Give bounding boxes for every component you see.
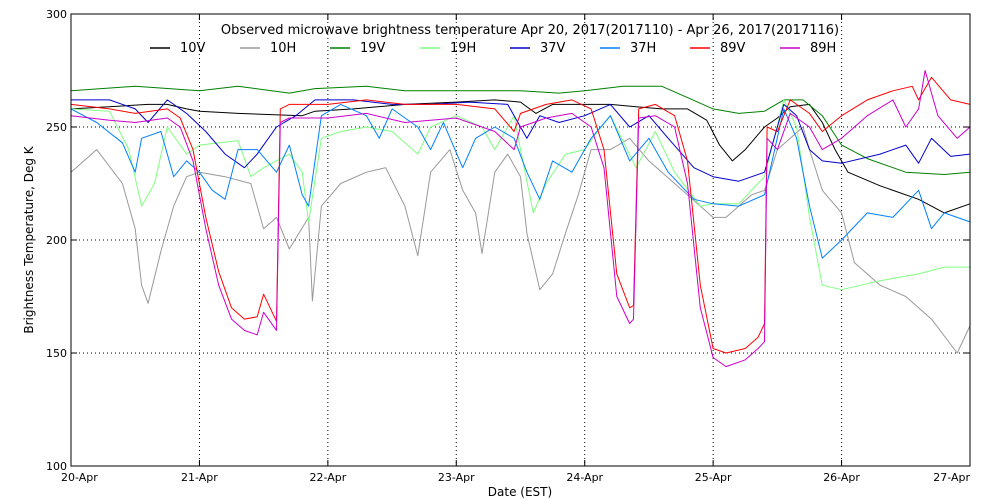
series-line-89v <box>70 76 971 354</box>
y-axis-label: Brightness Temperature, Deg K <box>22 145 36 333</box>
legend-label-89h: 89H <box>810 41 836 56</box>
legend-label-10h: 10H <box>270 41 296 56</box>
x-tick-label: 27-Apr <box>933 471 970 484</box>
legend-label-37v: 37V <box>540 41 566 56</box>
x-tick-label: 24-Apr <box>566 471 603 484</box>
y-tick-label: 300 <box>46 8 67 21</box>
legend-label-89v: 89V <box>720 41 746 56</box>
x-tick-label: 22-Apr <box>309 471 346 484</box>
x-tick-label: 23-Apr <box>438 471 475 484</box>
legend: 10V 10H 19V 19H 37V 37H 89V 89H <box>150 41 836 56</box>
series-line-10h <box>70 126 971 354</box>
axis-ticks: 100 150 200 250 300 20-Apr 21-Apr 22-Apr 23-Apr 2… <box>46 8 971 484</box>
chart-title: Observed microwave brightness temperatur… <box>221 23 839 38</box>
y-tick-label: 100 <box>46 460 67 473</box>
x-tick-label: 20-Apr <box>61 471 98 484</box>
legend-label-37h: 37H <box>630 41 656 56</box>
series-line-37v <box>71 99 971 182</box>
series-line-37h <box>70 103 971 259</box>
x-tick-label: 25-Apr <box>695 471 732 484</box>
y-tick-label: 200 <box>46 234 67 247</box>
y-tick-label: 150 <box>46 347 67 360</box>
y-tick-label: 250 <box>46 121 67 134</box>
series-line-89h <box>70 70 971 368</box>
series-layer <box>70 70 971 368</box>
legend-label-10v: 10V <box>180 41 206 56</box>
series-line-10v <box>70 99 971 214</box>
grid-lines <box>71 14 970 466</box>
x-tick-label: 21-Apr <box>181 471 218 484</box>
legend-label-19h: 19H <box>450 41 476 56</box>
x-tick-label: 26-Apr <box>823 471 860 484</box>
x-axis-label: Date (EST) <box>488 485 552 499</box>
legend-label-19v: 19V <box>360 41 386 56</box>
